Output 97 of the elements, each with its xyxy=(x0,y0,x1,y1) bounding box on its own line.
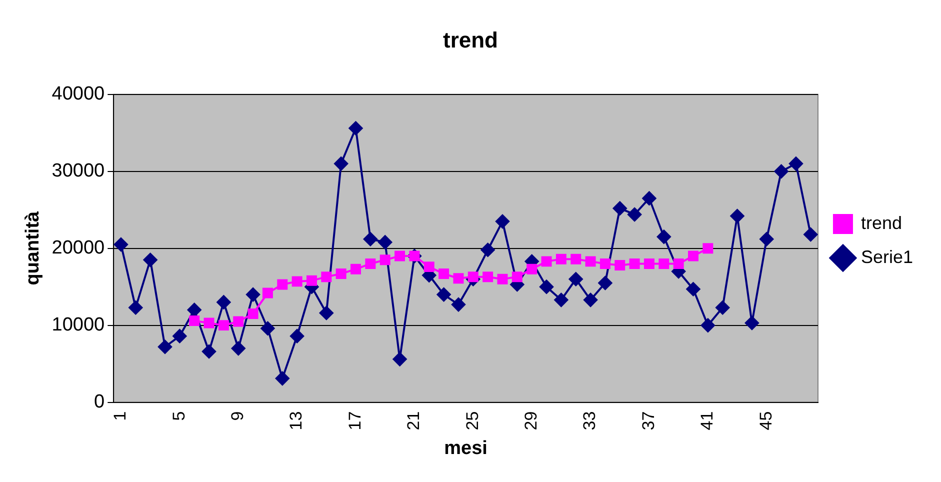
x-tick-label: 17 xyxy=(345,411,364,430)
point xyxy=(556,254,566,264)
point xyxy=(673,258,684,269)
y-tick-label: 10000 xyxy=(52,314,105,336)
point xyxy=(394,250,406,262)
point xyxy=(614,260,626,271)
point xyxy=(172,329,187,344)
point xyxy=(744,316,759,330)
x-tick-label: 41 xyxy=(698,411,717,430)
point xyxy=(612,201,627,216)
point xyxy=(334,156,348,171)
point xyxy=(760,232,774,246)
y-tick-label: 40000 xyxy=(52,84,105,105)
point xyxy=(262,288,273,298)
x-tick-label: 37 xyxy=(638,411,658,430)
point xyxy=(202,344,216,358)
legend-label: trend xyxy=(860,212,902,233)
y-tick-label: 30000 xyxy=(52,160,105,182)
point xyxy=(716,300,730,315)
point xyxy=(158,340,172,354)
point xyxy=(554,292,568,307)
point xyxy=(451,298,466,312)
point xyxy=(568,272,583,286)
point xyxy=(218,320,229,331)
point xyxy=(365,258,376,269)
point xyxy=(363,232,378,246)
x-tick-label: 21 xyxy=(404,411,424,430)
point xyxy=(480,242,495,257)
point xyxy=(788,156,803,171)
point xyxy=(686,282,700,296)
x-tick-label: 1 xyxy=(110,411,130,421)
point xyxy=(526,264,538,274)
point xyxy=(702,243,714,254)
point xyxy=(512,272,522,282)
x-axis-title: mesi xyxy=(444,438,488,459)
point xyxy=(644,258,654,269)
point xyxy=(114,237,128,252)
point xyxy=(187,302,202,317)
point xyxy=(216,295,231,310)
point xyxy=(424,262,434,272)
point xyxy=(598,276,612,290)
point xyxy=(700,318,715,332)
point xyxy=(642,191,656,206)
point xyxy=(804,227,818,242)
x-tick-label: 45 xyxy=(756,411,776,430)
point xyxy=(319,306,334,320)
point xyxy=(246,288,260,302)
point xyxy=(392,352,407,366)
point xyxy=(628,207,642,222)
point xyxy=(688,250,698,262)
point xyxy=(585,256,596,267)
point xyxy=(540,280,554,294)
point xyxy=(730,209,744,224)
point xyxy=(774,164,788,178)
point xyxy=(321,272,332,282)
legend-label: Serie1 xyxy=(860,246,913,267)
point xyxy=(453,273,464,284)
point xyxy=(260,321,275,336)
point xyxy=(204,318,214,328)
point xyxy=(128,300,143,315)
point xyxy=(380,254,390,266)
point xyxy=(497,274,508,284)
point xyxy=(629,258,640,269)
point xyxy=(378,235,392,250)
point xyxy=(248,308,258,320)
point xyxy=(570,254,582,264)
y-tick-label: 20000 xyxy=(52,238,105,259)
point xyxy=(438,268,450,279)
point xyxy=(541,256,552,267)
x-tick-label: 29 xyxy=(522,411,541,430)
point xyxy=(275,371,290,386)
chart-title: trend xyxy=(443,27,498,52)
point xyxy=(482,272,494,282)
point xyxy=(436,288,451,302)
point xyxy=(290,329,304,344)
point xyxy=(584,292,598,307)
x-tick-label: 9 xyxy=(228,411,248,421)
y-tick-label: 0 xyxy=(94,392,105,413)
point xyxy=(656,230,671,244)
point xyxy=(336,268,346,279)
x-tick-label: 33 xyxy=(580,411,600,430)
point xyxy=(231,341,246,356)
y-axis-title: quantità xyxy=(22,210,44,286)
point xyxy=(189,315,200,326)
point xyxy=(292,276,302,287)
x-tick-label: 25 xyxy=(462,411,482,430)
point xyxy=(233,316,244,327)
point xyxy=(658,258,670,269)
point xyxy=(495,214,510,228)
point xyxy=(600,258,610,269)
point xyxy=(306,275,317,286)
x-tick-label: 13 xyxy=(286,411,306,430)
point xyxy=(277,279,288,290)
point xyxy=(348,121,363,136)
point xyxy=(143,252,158,267)
point xyxy=(350,264,361,274)
x-tick-label: 5 xyxy=(169,411,188,421)
